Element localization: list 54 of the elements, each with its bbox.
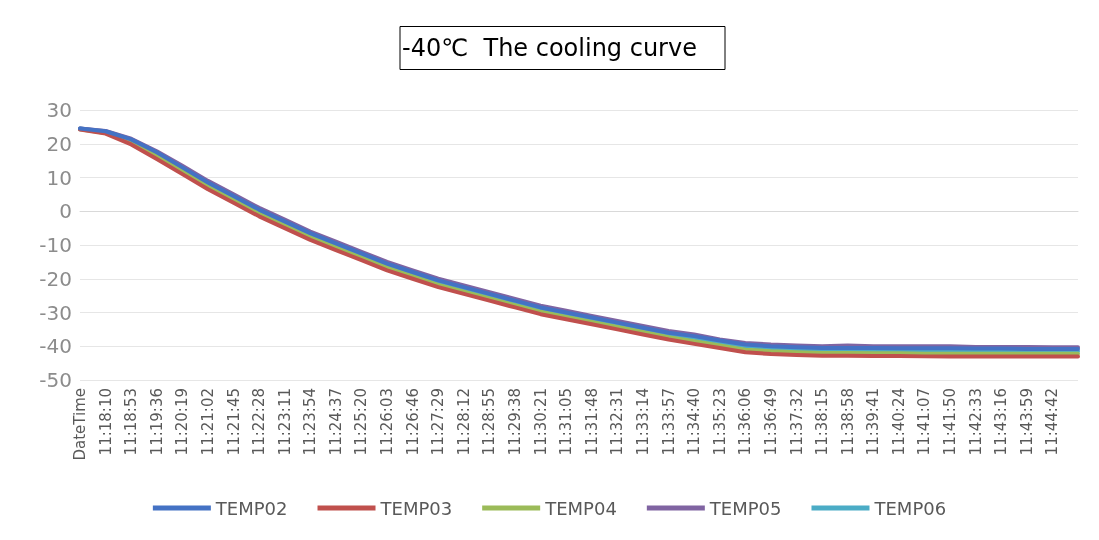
y-tick-label: -20 bbox=[39, 266, 72, 291]
y-tick-label: 30 bbox=[46, 98, 72, 122]
x-tick-label: 11:34:40 bbox=[685, 388, 704, 456]
legend-label: TEMP05 bbox=[708, 497, 782, 519]
chart-title: -40℃ The cooling curve bbox=[402, 34, 697, 62]
x-tick-label: 11:31:48 bbox=[582, 388, 601, 456]
x-tick-label: 11:29:38 bbox=[506, 388, 525, 456]
x-tick-label: 11:38:15 bbox=[813, 388, 832, 456]
x-tick-label: 11:32:31 bbox=[608, 388, 627, 456]
x-tick-label: 11:18:10 bbox=[96, 388, 115, 456]
legend-label: TEMP02 bbox=[214, 497, 288, 519]
x-tick-label: 11:26:03 bbox=[378, 388, 397, 456]
legend-label: TEMP03 bbox=[379, 497, 453, 519]
y-tick-label: -50 bbox=[39, 368, 72, 392]
x-tick-label: 11:23:54 bbox=[301, 388, 320, 456]
x-tick-label: 11:35:23 bbox=[710, 388, 729, 456]
x-tick-label: 11:38:58 bbox=[838, 388, 857, 456]
x-tick-label: 11:20:19 bbox=[173, 388, 192, 456]
y-tick-label: -40 bbox=[39, 334, 72, 359]
x-tick-label: DateTime bbox=[71, 388, 89, 461]
x-tick-label: 11:23:11 bbox=[275, 388, 294, 456]
y-tick-label: -10 bbox=[39, 233, 72, 257]
x-tick-label: 11:24:37 bbox=[326, 388, 345, 456]
x-tick-label: 11:44:42 bbox=[1043, 388, 1062, 456]
x-tick-label: 11:43:59 bbox=[1017, 388, 1036, 456]
x-tick-label: 11:41:50 bbox=[941, 388, 960, 456]
x-tick-label: 11:43:16 bbox=[992, 388, 1011, 456]
x-tick-label: 11:33:14 bbox=[633, 388, 652, 456]
x-tick-label: 11:31:05 bbox=[557, 388, 576, 456]
x-tick-label: 11:26:46 bbox=[403, 388, 422, 456]
x-tick-label: 11:27:29 bbox=[429, 388, 448, 456]
x-tick-label: 11:33:57 bbox=[659, 388, 678, 456]
x-tick-label: 11:28:12 bbox=[454, 388, 473, 456]
x-tick-label: 11:36:06 bbox=[736, 388, 755, 456]
y-tick-label: -30 bbox=[39, 300, 72, 325]
x-tick-label: 11:25:20 bbox=[352, 388, 371, 456]
x-tick-label: 11:21:02 bbox=[198, 388, 217, 456]
x-tick-label: 11:39:41 bbox=[864, 388, 883, 456]
legend-label: TEMP06 bbox=[873, 497, 947, 519]
x-tick-label: 11:36:49 bbox=[761, 388, 780, 456]
x-tick-label: 11:19:36 bbox=[147, 388, 166, 456]
x-tick-label: 11:41:07 bbox=[915, 388, 934, 456]
x-tick-label: 11:18:53 bbox=[122, 388, 141, 456]
x-tick-label: 11:40:24 bbox=[889, 388, 908, 456]
x-tick-label: 11:28:55 bbox=[480, 388, 499, 456]
x-tick-label: 11:30:21 bbox=[531, 388, 550, 456]
legend-label: TEMP04 bbox=[544, 497, 617, 519]
x-tick-label: 11:21:45 bbox=[224, 388, 243, 456]
x-tick-label: 11:37:32 bbox=[787, 388, 806, 456]
y-tick-label: 0 bbox=[59, 199, 72, 224]
x-tick-label: 11:22:28 bbox=[250, 388, 269, 456]
x-tick-label: 11:42:33 bbox=[966, 388, 985, 456]
y-tick-label: 10 bbox=[46, 165, 72, 190]
y-tick-label: 20 bbox=[46, 131, 72, 156]
